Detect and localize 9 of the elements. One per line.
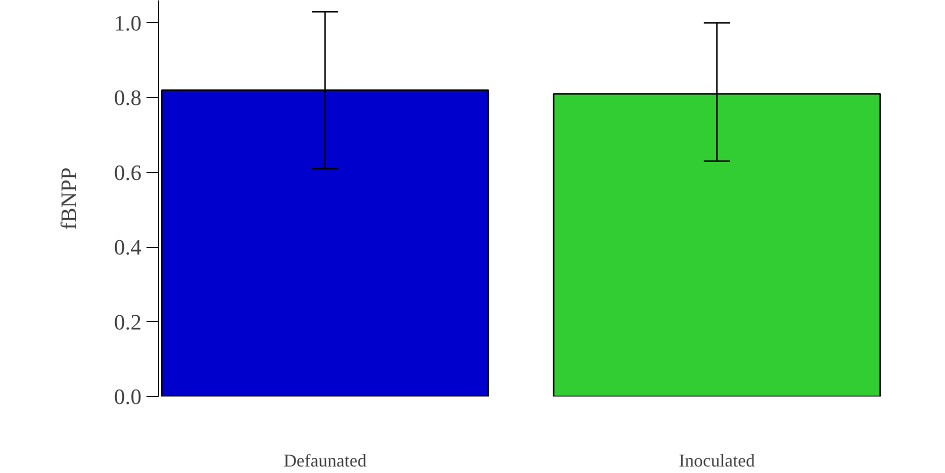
x-tick-label: Defaunated: [284, 450, 367, 470]
y-axis-title: fBNPP: [56, 167, 81, 230]
y-tick-label: 0.0: [114, 384, 142, 409]
x-tick-label: Inoculated: [678, 450, 755, 470]
y-tick-label: 0.8: [114, 85, 142, 110]
y-tick-label: 1.0: [114, 10, 142, 36]
y-tick-label: 0.2: [114, 309, 142, 334]
y-tick-label: 0.4: [114, 234, 142, 260]
y-tick-label: 0.6: [114, 160, 142, 185]
